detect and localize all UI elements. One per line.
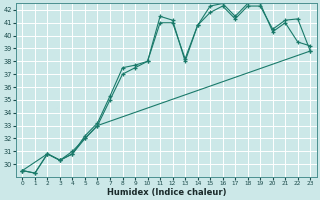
X-axis label: Humidex (Indice chaleur): Humidex (Indice chaleur)	[107, 188, 226, 197]
